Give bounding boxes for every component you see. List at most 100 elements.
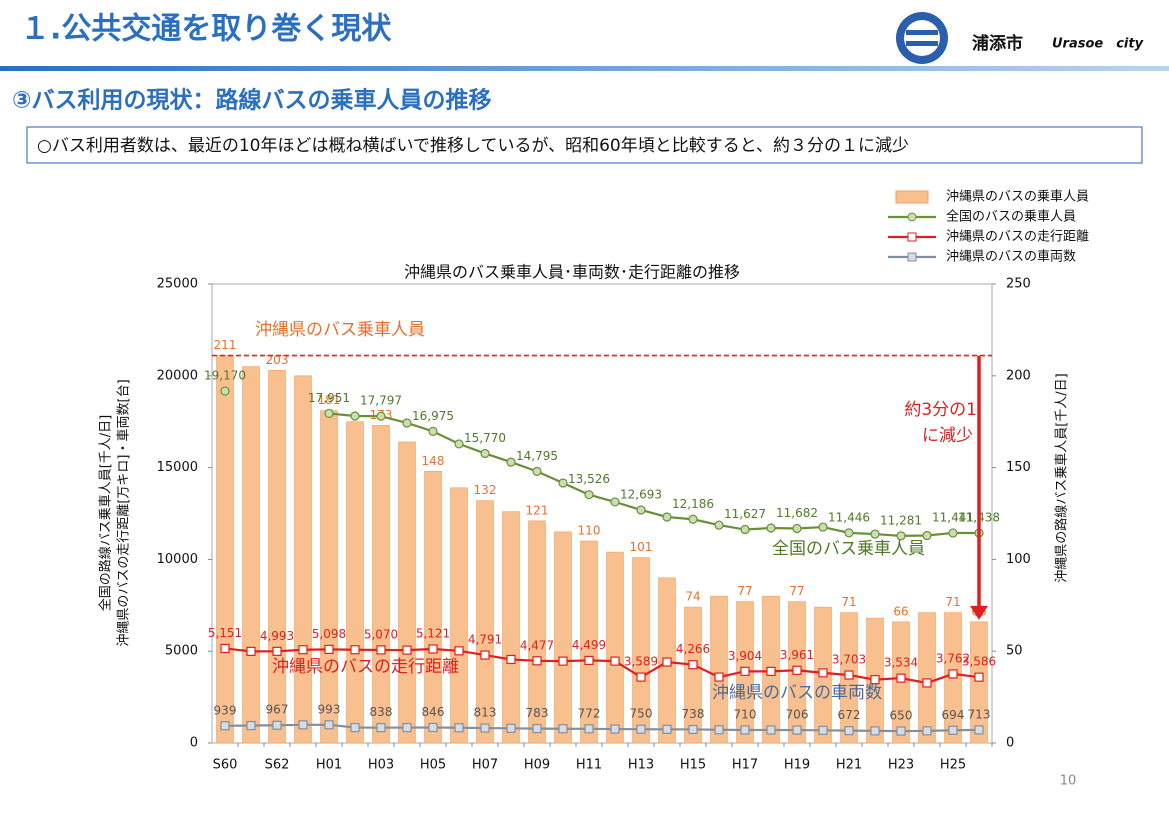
point-value-label: 11,446 xyxy=(828,510,870,524)
y-tick-label: 5000 xyxy=(165,644,198,659)
point-marker xyxy=(558,478,568,488)
point-value-label: 11,627 xyxy=(724,507,766,521)
y-tick-label: 25000 xyxy=(157,277,198,292)
bar xyxy=(502,511,520,744)
point-marker xyxy=(584,655,594,665)
x-tick-label: H23 xyxy=(888,758,914,773)
point-marker xyxy=(818,725,828,735)
point-marker xyxy=(766,666,776,676)
y-axis-label: 全国の路線バス乗車人員[千人/日] xyxy=(98,415,114,612)
point-marker xyxy=(428,426,438,436)
point-value-label: 17,797 xyxy=(360,394,402,408)
point-value-label: 3,703 xyxy=(832,653,866,667)
y-tick-label: 10000 xyxy=(157,552,198,567)
legend-label: 沖縄県のバスの走行距離 xyxy=(946,230,1089,245)
point-marker xyxy=(246,646,256,656)
point-value-label: 3,961 xyxy=(780,648,814,662)
y2-tick-label: 0 xyxy=(1006,736,1014,751)
subtitle: ③バス利用の現状：路線バスの乗車人員の推移 xyxy=(12,87,491,114)
chart-title: 沖縄県のバス乗車人員･車両数･走行距離の推移 xyxy=(404,263,740,282)
y2-tick-label: 250 xyxy=(1006,277,1031,292)
point-value-label: 5,151 xyxy=(208,626,242,640)
y2-tick-label: 200 xyxy=(1006,368,1031,383)
bar xyxy=(528,520,546,744)
point-value-label: 4,791 xyxy=(468,633,502,647)
point-marker xyxy=(506,654,516,665)
point-marker xyxy=(220,643,230,654)
point-marker xyxy=(428,644,438,654)
bar xyxy=(606,551,624,744)
point-value-label: 5,070 xyxy=(364,627,398,641)
point-marker xyxy=(818,668,828,678)
x-tick-label: H03 xyxy=(368,758,394,773)
point-marker xyxy=(948,669,958,679)
point-marker xyxy=(246,720,256,731)
point-marker xyxy=(636,672,646,682)
point-marker xyxy=(532,724,542,734)
bar-value-label: 148 xyxy=(422,454,445,468)
bar xyxy=(398,441,416,744)
point-value-label: 750 xyxy=(630,707,653,721)
arrow-head xyxy=(970,605,988,620)
legend-label: 全国のバスの乗車人員 xyxy=(946,209,1076,225)
bar xyxy=(346,421,364,744)
annotation: 全国のバス乗車人員 xyxy=(772,539,925,559)
point-value-label: 3,762 xyxy=(936,651,970,665)
point-marker xyxy=(896,673,906,683)
bar xyxy=(372,425,390,744)
legend-marker xyxy=(907,252,917,262)
annotation: 約3分の1 xyxy=(904,400,977,420)
point-marker xyxy=(792,725,802,735)
point-value-label: 3,904 xyxy=(728,649,762,663)
point-marker xyxy=(740,524,750,535)
x-tick-label: H09 xyxy=(524,758,550,773)
point-value-label: 4,993 xyxy=(260,629,294,643)
point-marker xyxy=(376,411,386,421)
y-tick-label: 20000 xyxy=(157,368,198,383)
point-marker xyxy=(714,672,724,682)
x-tick-label: S62 xyxy=(265,758,290,773)
point-marker xyxy=(558,724,568,734)
point-marker xyxy=(688,660,698,670)
point-marker xyxy=(792,523,802,534)
point-marker xyxy=(740,666,750,676)
point-marker xyxy=(844,726,854,736)
point-marker xyxy=(974,672,984,682)
x-tick-label: H19 xyxy=(784,758,810,773)
point-marker xyxy=(402,418,412,428)
bar xyxy=(918,612,936,744)
legend-marker xyxy=(907,212,917,222)
point-marker xyxy=(220,721,230,731)
y-axis-label: 沖縄県のバスの走行距離[万キロ]・車両数[台] xyxy=(117,379,132,646)
bar xyxy=(554,531,572,744)
point-marker xyxy=(428,722,438,733)
page-number: 10 xyxy=(1060,774,1077,789)
header-rule xyxy=(0,66,1169,71)
bar-value-label: 181 xyxy=(318,393,341,407)
point-value-label: 4,499 xyxy=(572,638,606,652)
x-tick-label: H17 xyxy=(732,758,758,773)
point-value-label: 772 xyxy=(578,706,601,720)
header-title: １.公共交通を取り巻く現状 xyxy=(20,12,392,47)
point-marker xyxy=(506,723,516,733)
point-marker xyxy=(220,386,230,396)
point-marker xyxy=(558,656,568,666)
point-marker xyxy=(376,723,386,733)
point-value-label: 738 xyxy=(682,707,705,721)
point-value-label: 813 xyxy=(474,706,497,720)
point-marker xyxy=(584,490,594,500)
summary-box xyxy=(26,126,1143,164)
x-tick-label: H07 xyxy=(472,758,498,773)
y2-tick-label: 100 xyxy=(1006,552,1031,567)
point-marker xyxy=(688,724,698,735)
point-marker xyxy=(376,645,386,655)
point-marker xyxy=(766,523,776,533)
point-value-label: 16,975 xyxy=(412,409,454,423)
point-marker xyxy=(870,529,880,539)
point-value-label: 17,951 xyxy=(308,391,350,405)
point-value-label: 12,186 xyxy=(672,497,714,511)
legend-label: 沖縄県のバスの乗車人員 xyxy=(946,190,1089,205)
bar xyxy=(242,366,260,744)
point-marker xyxy=(896,531,906,541)
annotation: 沖縄県のバスの車両数 xyxy=(712,683,882,703)
